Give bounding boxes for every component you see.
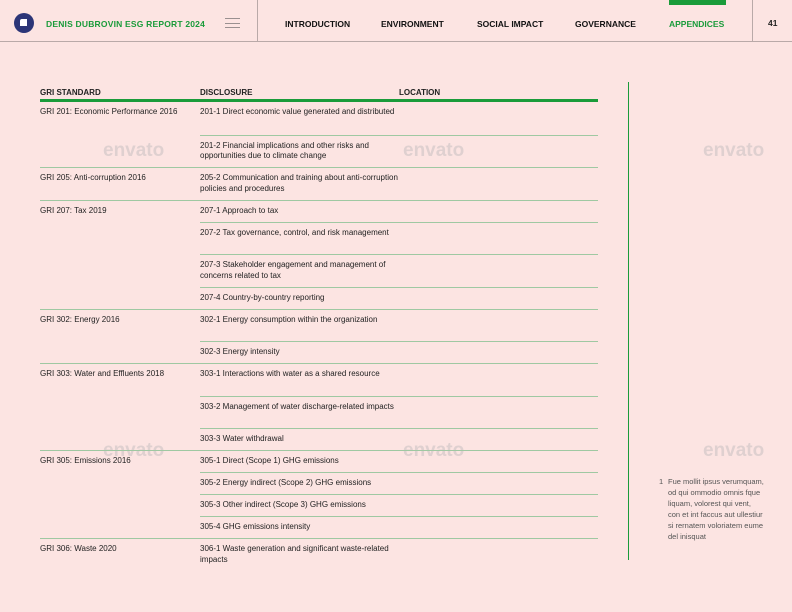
cell-disclosure: 207-4 Country-by-country reporting [200, 286, 399, 309]
cell-disclosure: 305-3 Other indirect (Scope 3) GHG emiss… [200, 494, 399, 516]
footnote: 1 Fue mollit ipsus verumquam, od qui omm… [659, 476, 764, 542]
cell-location [399, 428, 598, 450]
cell-location [399, 472, 598, 494]
cell-standard [40, 396, 200, 429]
cell-disclosure: 201-2 Financial implications and other r… [200, 134, 399, 168]
cell-standard [40, 222, 200, 255]
cell-location [399, 254, 598, 287]
nav-social-impact[interactable]: SOCIAL IMPACT [477, 19, 544, 29]
cell-standard: GRI 302: Energy 2016 [40, 308, 200, 342]
header-disclosure: DISCLOSURE [200, 88, 253, 97]
table-row: 305-4 GHG emissions intensity [40, 516, 598, 538]
cell-disclosure: 305-2 Energy indirect (Scope 2) GHG emis… [200, 472, 399, 494]
cell-standard [40, 428, 200, 450]
cell-standard: GRI 201: Economic Performance 2016 [40, 107, 178, 116]
cell-location [399, 221, 598, 255]
cell-disclosure: 303-3 Water withdrawal [200, 428, 399, 450]
cell-disclosure: 306-1 Waste generation and significant w… [200, 538, 399, 571]
cell-location [399, 494, 598, 516]
cell-disclosure: 305-1 Direct (Scope 1) GHG emissions [200, 450, 399, 472]
cell-disclosure: 303-2 Management of water discharge-rela… [200, 395, 399, 429]
gri-table: GRI STANDARD DISCLOSURE LOCATION GRI 201… [40, 88, 598, 571]
table-row: GRI 207: Tax 2019 207-1 Approach to tax [40, 199, 598, 222]
cell-standard [40, 287, 200, 309]
cell-standard [40, 494, 200, 516]
cell-location [399, 538, 598, 571]
cell-disclosure: 302-1 Energy consumption within the orga… [200, 308, 399, 342]
cell-location [399, 450, 598, 472]
table-row: GRI 303: Water and Effluents 2018 303-1 I… [40, 363, 598, 396]
nav-appendices[interactable]: APPENDICES [669, 19, 725, 29]
cell-standard [40, 516, 200, 538]
cell-standard: GRI 207: Tax 2019 [40, 199, 200, 222]
cell-location [399, 286, 598, 309]
cell-location [399, 167, 598, 200]
cell-location [399, 199, 598, 222]
page-number: 41 [768, 18, 778, 28]
cell-standard [40, 135, 200, 168]
brand-title[interactable]: DENIS DUBROVIN ESG REPORT 2024 [46, 19, 206, 29]
cell-standard [40, 341, 200, 363]
cell-standard: GRI 303: Water and Effluents 2018 [40, 363, 200, 396]
nav-environment[interactable]: ENVIRONMENT [381, 19, 444, 29]
table-row: GRI 305: Emissions 2016 305-1 Direct (Sco… [40, 450, 598, 472]
table-row: GRI 201: Economic Performance 2016 201-1 … [40, 102, 598, 135]
table-row: GRI 306: Waste 2020 306-1 Waste generatio… [40, 538, 598, 571]
header-gri-standard: GRI STANDARD [40, 88, 101, 97]
nav-governance[interactable]: GOVERNANCE [575, 19, 636, 29]
header: DENIS DUBROVIN ESG REPORT 2024 INTRODUCT… [0, 0, 792, 42]
nav-introduction[interactable]: INTRODUCTION [285, 19, 351, 29]
cell-disclosure: 205-2 Communication and training about a… [200, 167, 399, 200]
cell-standard [40, 472, 200, 494]
footnote-text: Fue mollit ipsus verumquam, od qui ommod… [668, 477, 764, 541]
divider [752, 0, 753, 41]
cell-disclosure: 201-1 Direct economic value generated an… [200, 107, 395, 116]
header-location: LOCATION [399, 88, 441, 97]
cell-location [399, 516, 598, 538]
table-row: 207-4 Country-by-country reporting [40, 286, 598, 309]
cell-standard: GRI 305: Emissions 2016 [40, 450, 200, 472]
cell-disclosure: 207-1 Approach to tax [200, 199, 399, 222]
table-header: GRI STANDARD DISCLOSURE LOCATION [40, 88, 598, 102]
watermark: envato [703, 140, 765, 161]
footnote-number: 1 [659, 477, 664, 486]
table-row: 303-2 Management of water discharge-rela… [40, 395, 598, 429]
cell-location [399, 341, 598, 363]
divider [257, 0, 258, 41]
menu-icon[interactable] [225, 18, 240, 28]
watermark: envato [103, 140, 165, 161]
cell-location [399, 134, 598, 168]
watermark: envato [403, 140, 465, 161]
table-row: 305-2 Energy indirect (Scope 2) GHG emis… [40, 472, 598, 494]
table-row: 207-2 Tax governance, control, and risk … [40, 221, 598, 255]
cell-disclosure: 303-1 Interactions with water as a share… [200, 363, 399, 396]
sidebar-divider [628, 82, 629, 560]
cell-disclosure: 207-3 Stakeholder engagement and managem… [200, 254, 399, 287]
cell-disclosure: 305-4 GHG emissions intensity [200, 516, 399, 538]
cell-location [399, 102, 598, 135]
watermark: envato [703, 440, 765, 461]
cell-location [399, 308, 598, 342]
table-row: 305-3 Other indirect (Scope 3) GHG emiss… [40, 494, 598, 516]
table-row: 302-3 Energy intensity [40, 341, 598, 363]
cell-disclosure: 302-3 Energy intensity [200, 341, 399, 363]
cell-disclosure: 207-2 Tax governance, control, and risk … [200, 221, 399, 255]
cell-location [399, 363, 598, 396]
table-row: GRI 302: Energy 2016 302-1 Energy consump… [40, 308, 598, 342]
cell-standard: GRI 306: Waste 2020 [40, 538, 200, 571]
logo-icon[interactable] [14, 13, 34, 33]
cell-location [399, 395, 598, 429]
table-row: 303-3 Water withdrawal [40, 428, 598, 450]
cell-standard: GRI 205: Anti-corruption 2016 [40, 167, 200, 200]
table-row: 207-3 Stakeholder engagement and managem… [40, 254, 598, 287]
active-indicator [669, 0, 726, 5]
table-row: GRI 205: Anti-corruption 2016 205-2 Commu… [40, 167, 598, 200]
cell-standard [40, 254, 200, 287]
table-row: 201-2 Financial implications and other r… [40, 134, 598, 168]
